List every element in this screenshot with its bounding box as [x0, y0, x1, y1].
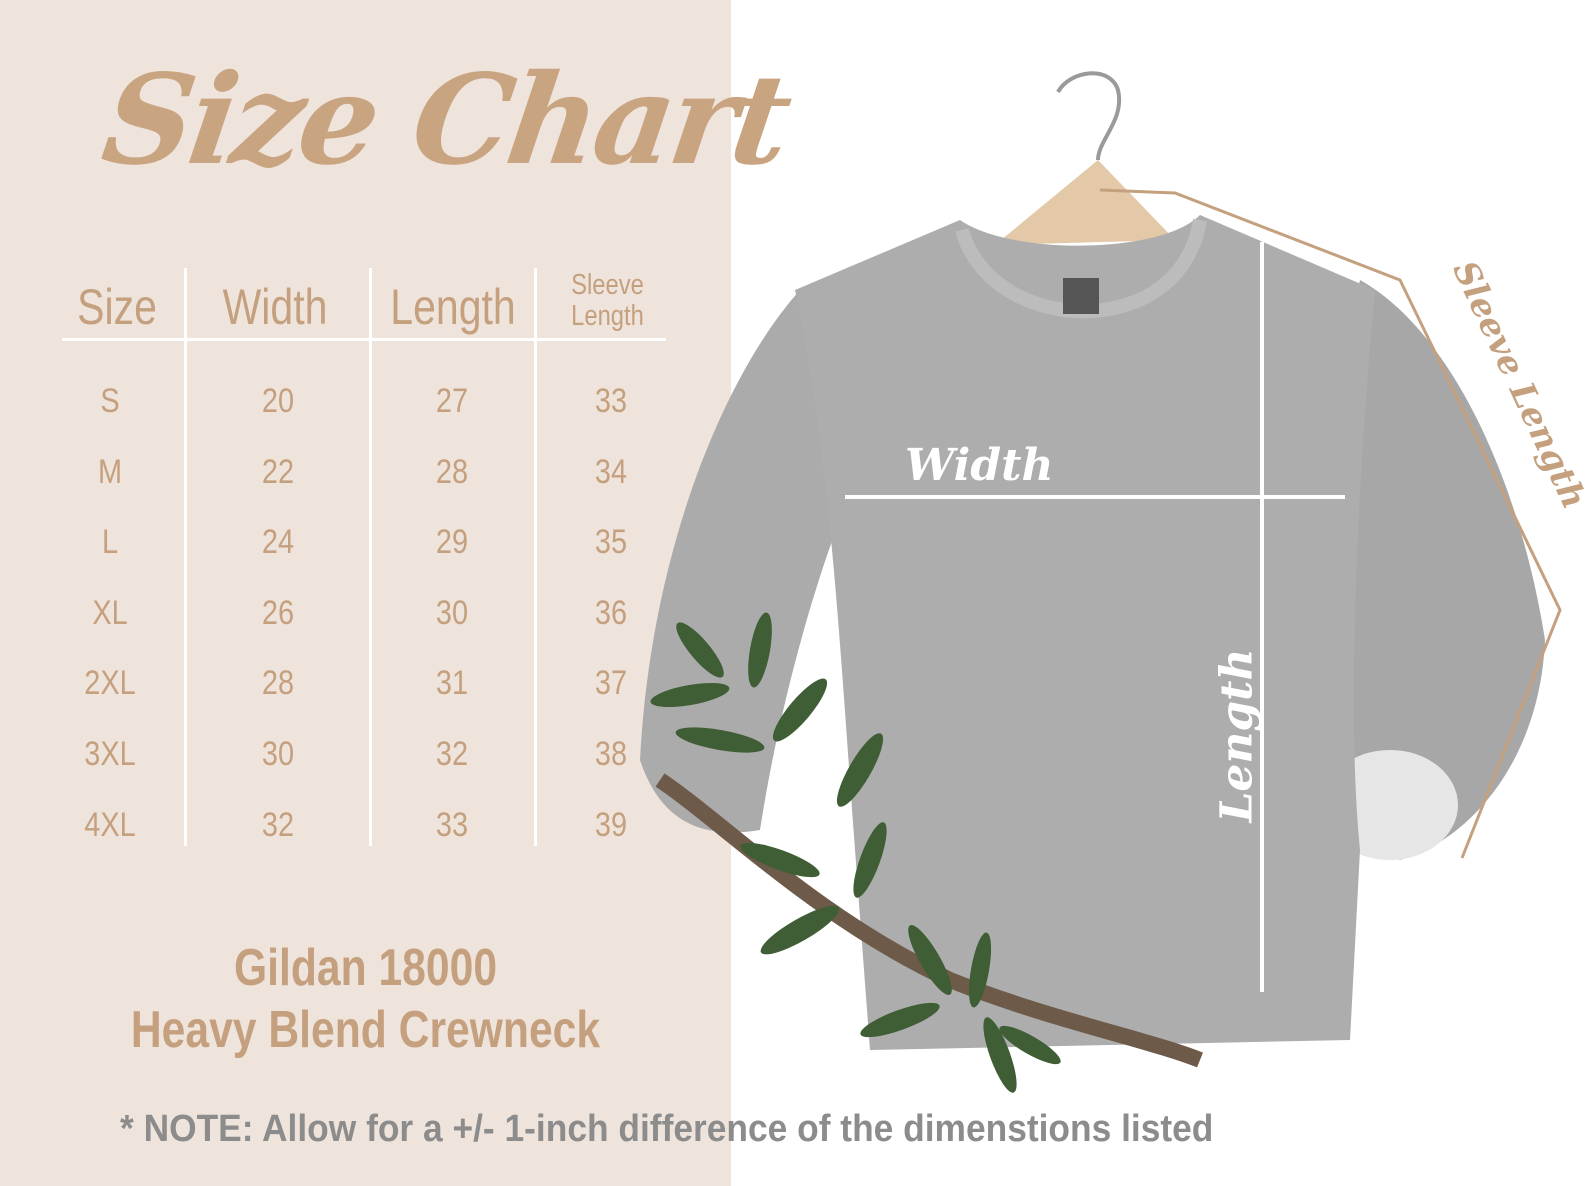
- hanger-icon: [1056, 71, 1122, 161]
- table-cell: 28: [261, 664, 295, 703]
- table-cell: 38: [594, 735, 628, 773]
- table-cell: M: [97, 452, 123, 491]
- model-description: Heavy Blend Crewneck: [130, 1001, 601, 1059]
- header-sleeve-length: Sleeve Length: [571, 269, 644, 332]
- table-cell: 32: [435, 735, 469, 773]
- length-label: Length: [1211, 648, 1263, 823]
- table-cell: 4XL: [84, 805, 136, 844]
- table-cell: 33: [594, 382, 628, 420]
- table-cell: 33: [435, 805, 469, 844]
- table-cell: 34: [594, 452, 628, 491]
- table-cell: 37: [594, 664, 628, 703]
- table-cell: 27: [435, 382, 469, 420]
- table-cell: 30: [435, 593, 469, 632]
- table-cell: 3XL: [84, 735, 136, 773]
- column-divider: [534, 268, 537, 846]
- model-name: Gildan 18000: [233, 939, 498, 997]
- sleeve-measure-line: [1099, 188, 1562, 859]
- table-cell: 20: [261, 382, 295, 420]
- gildan-tag: [1063, 278, 1099, 314]
- header-width: Width: [222, 279, 328, 335]
- table-cell: 30: [261, 735, 295, 773]
- table-cell: 36: [594, 593, 628, 632]
- table-cell: 28: [435, 452, 469, 491]
- header-size: Size: [77, 279, 157, 335]
- table-cell: 2XL: [84, 664, 136, 703]
- table-cell: 32: [261, 805, 295, 844]
- sweatshirt-body: [795, 215, 1375, 1050]
- table-cell: 31: [435, 664, 469, 703]
- table-cell: 26: [261, 593, 295, 632]
- table-cell: 29: [435, 523, 469, 562]
- note: * NOTE: Allow for a +/- 1-inch differenc…: [120, 1108, 1214, 1150]
- sleeve-right: [1330, 280, 1545, 860]
- table-cell: L: [101, 523, 119, 562]
- left-panel: [0, 0, 731, 1186]
- table-cell: 39: [594, 805, 628, 844]
- table-cell: 24: [261, 523, 295, 562]
- table-cell: S: [100, 382, 120, 420]
- table-cell: 22: [261, 452, 295, 491]
- width-label: Width: [905, 440, 1054, 491]
- header-divider: [62, 338, 666, 341]
- column-divider: [369, 268, 372, 846]
- leaves: [650, 612, 1061, 1093]
- column-divider: [184, 268, 187, 846]
- table-cell: 35: [594, 523, 628, 562]
- header-length: Length: [390, 279, 516, 335]
- table-cell: XL: [92, 593, 128, 632]
- hanger-bar: [995, 160, 1175, 245]
